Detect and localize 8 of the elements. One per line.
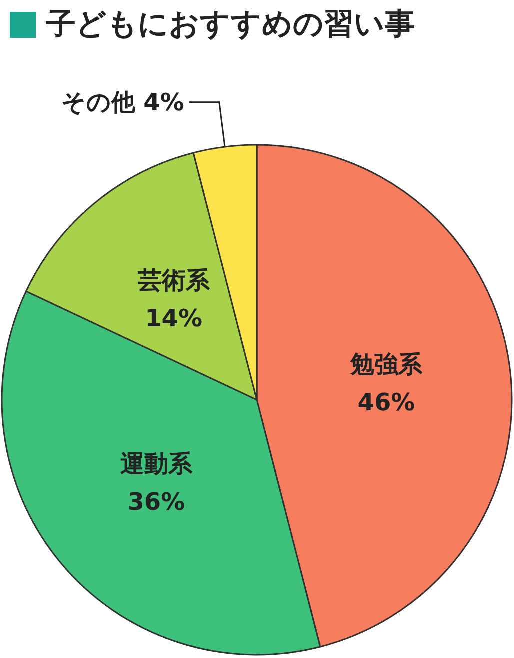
- slice-label: 運動系: [120, 450, 194, 478]
- chart-title: 子どもにおすすめの習い事: [46, 6, 415, 44]
- slice-label: その他 4%: [61, 88, 184, 116]
- slice-label: 勉強系: [349, 350, 424, 379]
- slice-label: 芸術系: [136, 266, 211, 294]
- data-label: 36%: [128, 488, 186, 516]
- data-label: 14%: [145, 304, 203, 332]
- data-label: 46%: [358, 388, 416, 417]
